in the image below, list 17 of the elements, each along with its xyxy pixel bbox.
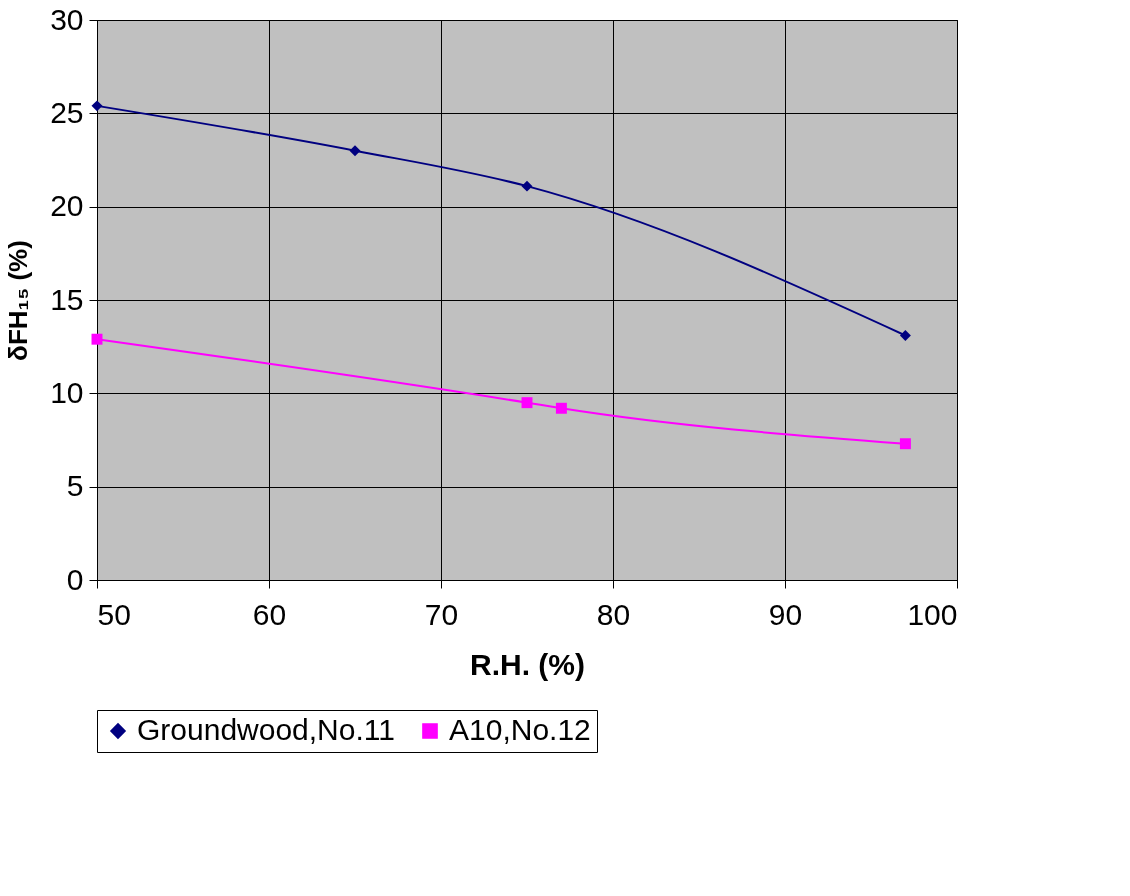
y-tick-label: 20	[50, 189, 84, 223]
y-tick-label: 0	[66, 562, 84, 596]
y-tick-label: 5	[66, 469, 84, 503]
y-axis-title: δFH₁₅ (%)	[3, 240, 34, 361]
x-tick-label: 60	[252, 597, 287, 631]
y-tick-label: 10	[50, 375, 84, 409]
legend-label: Groundwood,No.11	[137, 713, 395, 746]
x-axis-title: R.H. (%)	[470, 647, 585, 681]
y-tick-label: 15	[50, 282, 84, 316]
x-tick-label: 90	[768, 597, 803, 631]
y-tick-label: 25	[50, 95, 84, 129]
x-tick-label: 70	[424, 597, 459, 631]
legend-label: A10,No.12	[449, 713, 591, 746]
x-tick-label: 80	[596, 597, 631, 631]
x-tick-label: 100	[907, 597, 958, 631]
x-tick-label: 50	[97, 597, 131, 631]
y-tick-label: 30	[50, 2, 84, 36]
